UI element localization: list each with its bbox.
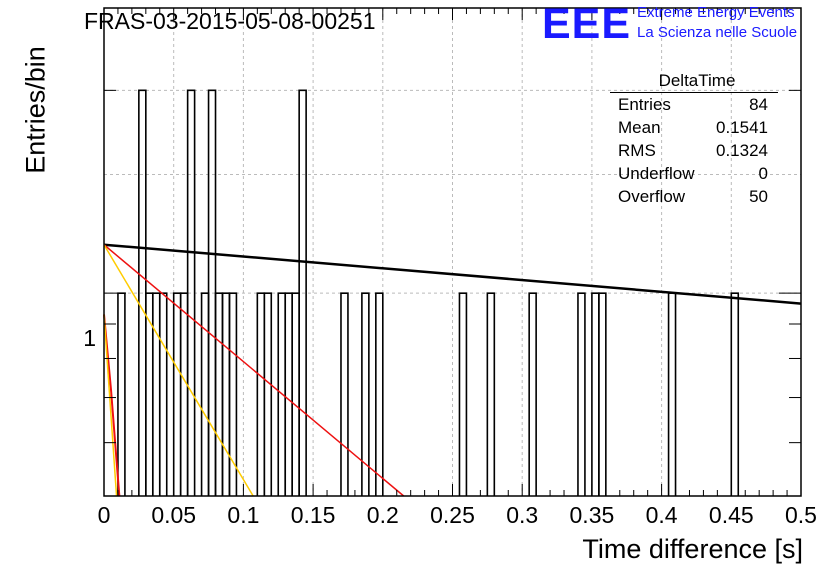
x-tick-label: 0.25 (430, 502, 475, 528)
stats-title: DeltaTime (610, 70, 778, 93)
stats-label: Underflow (618, 164, 695, 183)
histogram-bin (179, 292, 189, 496)
stats-label: Entries (618, 95, 671, 114)
fit-curve (103, 243, 802, 305)
x-tick-label: 0.2 (367, 502, 399, 528)
stats-value: 50 (749, 187, 768, 206)
histogram-bin (228, 292, 238, 496)
x-tick-label: 0.1 (227, 502, 259, 528)
axis-ticks (103, 8, 802, 496)
histogram-bin (145, 292, 154, 496)
histogram-bin (298, 89, 307, 496)
stats-row-rms: RMS 0.1324 (610, 139, 778, 162)
histogram-bin (577, 292, 586, 496)
x-tick-label: 0.05 (151, 502, 196, 528)
eee-logo: EEE (542, 0, 632, 48)
stats-row-entries: Entries 84 (610, 93, 778, 116)
fit-curve (103, 314, 118, 497)
histogram-bin (291, 292, 300, 496)
stats-box: DeltaTime Entries 84 Mean 0.1541 RMS 0.1… (610, 70, 778, 208)
x-tick-label: 0.15 (291, 502, 336, 528)
fit-curves (103, 243, 802, 497)
stats-label: RMS (618, 141, 656, 160)
run-title: FRAS-03-2015-05-08-00251 (84, 8, 376, 34)
histogram-bin (340, 292, 349, 496)
histogram-bin (172, 292, 182, 496)
histogram-bin (151, 292, 161, 496)
histogram-bin (591, 292, 600, 496)
stats-value: 0.1324 (716, 141, 768, 160)
stats-row-underflow: Underflow 0 (610, 162, 778, 185)
x-tick-label: 0.4 (646, 502, 678, 528)
histogram-bin (528, 292, 537, 496)
fit-curve (103, 314, 121, 497)
x-tick-label: 0 (98, 502, 111, 528)
stats-row-overflow: Overflow 50 (610, 185, 778, 208)
histogram-bin (284, 292, 293, 496)
stats-value: 0.1541 (716, 118, 768, 137)
histogram-bin (730, 292, 740, 496)
histogram-bin (117, 292, 126, 496)
histogram-bin (263, 292, 273, 496)
stats-label: Mean (618, 118, 661, 137)
histogram-bin (458, 292, 468, 496)
logo-tagline-1: Extreme Energy Events (637, 4, 795, 21)
stats-value: 84 (749, 95, 768, 114)
x-tick-labels: 0 0.05 0.1 0.15 0.2 0.25 0.3 0.35 0.4 0.45 0.5 (98, 502, 817, 528)
y-axis-label: Entries/bin (20, 46, 51, 174)
histogram-bin (221, 292, 231, 496)
histogram-bin (158, 292, 168, 496)
x-tick-label: 0.45 (709, 502, 754, 528)
histogram-bin (186, 89, 196, 496)
x-axis-label: Time difference [s] (582, 534, 803, 564)
histogram-series (117, 89, 740, 496)
stats-row-mean: Mean 0.1541 (610, 116, 778, 139)
histogram-bin (598, 292, 607, 496)
x-tick-label: 0.3 (506, 502, 538, 528)
histogram-bin (214, 292, 224, 496)
stats-label: Overflow (618, 187, 686, 206)
fit-curve (103, 244, 254, 497)
histogram-bin (256, 292, 266, 496)
logo-tagline-2: La Scienza nelle Scuole (637, 24, 798, 41)
histogram-bin (667, 292, 677, 496)
x-tick-label: 0.5 (785, 502, 817, 528)
x-tick-label: 0.35 (570, 502, 615, 528)
histogram-bin (361, 292, 370, 496)
fit-curve (103, 244, 405, 497)
histogram-bin (375, 292, 384, 496)
histogram-bin (200, 292, 210, 496)
histogram-bin (486, 292, 496, 496)
y-tick-label-1: 1 (83, 325, 96, 351)
stats-value: 0 (758, 164, 768, 183)
